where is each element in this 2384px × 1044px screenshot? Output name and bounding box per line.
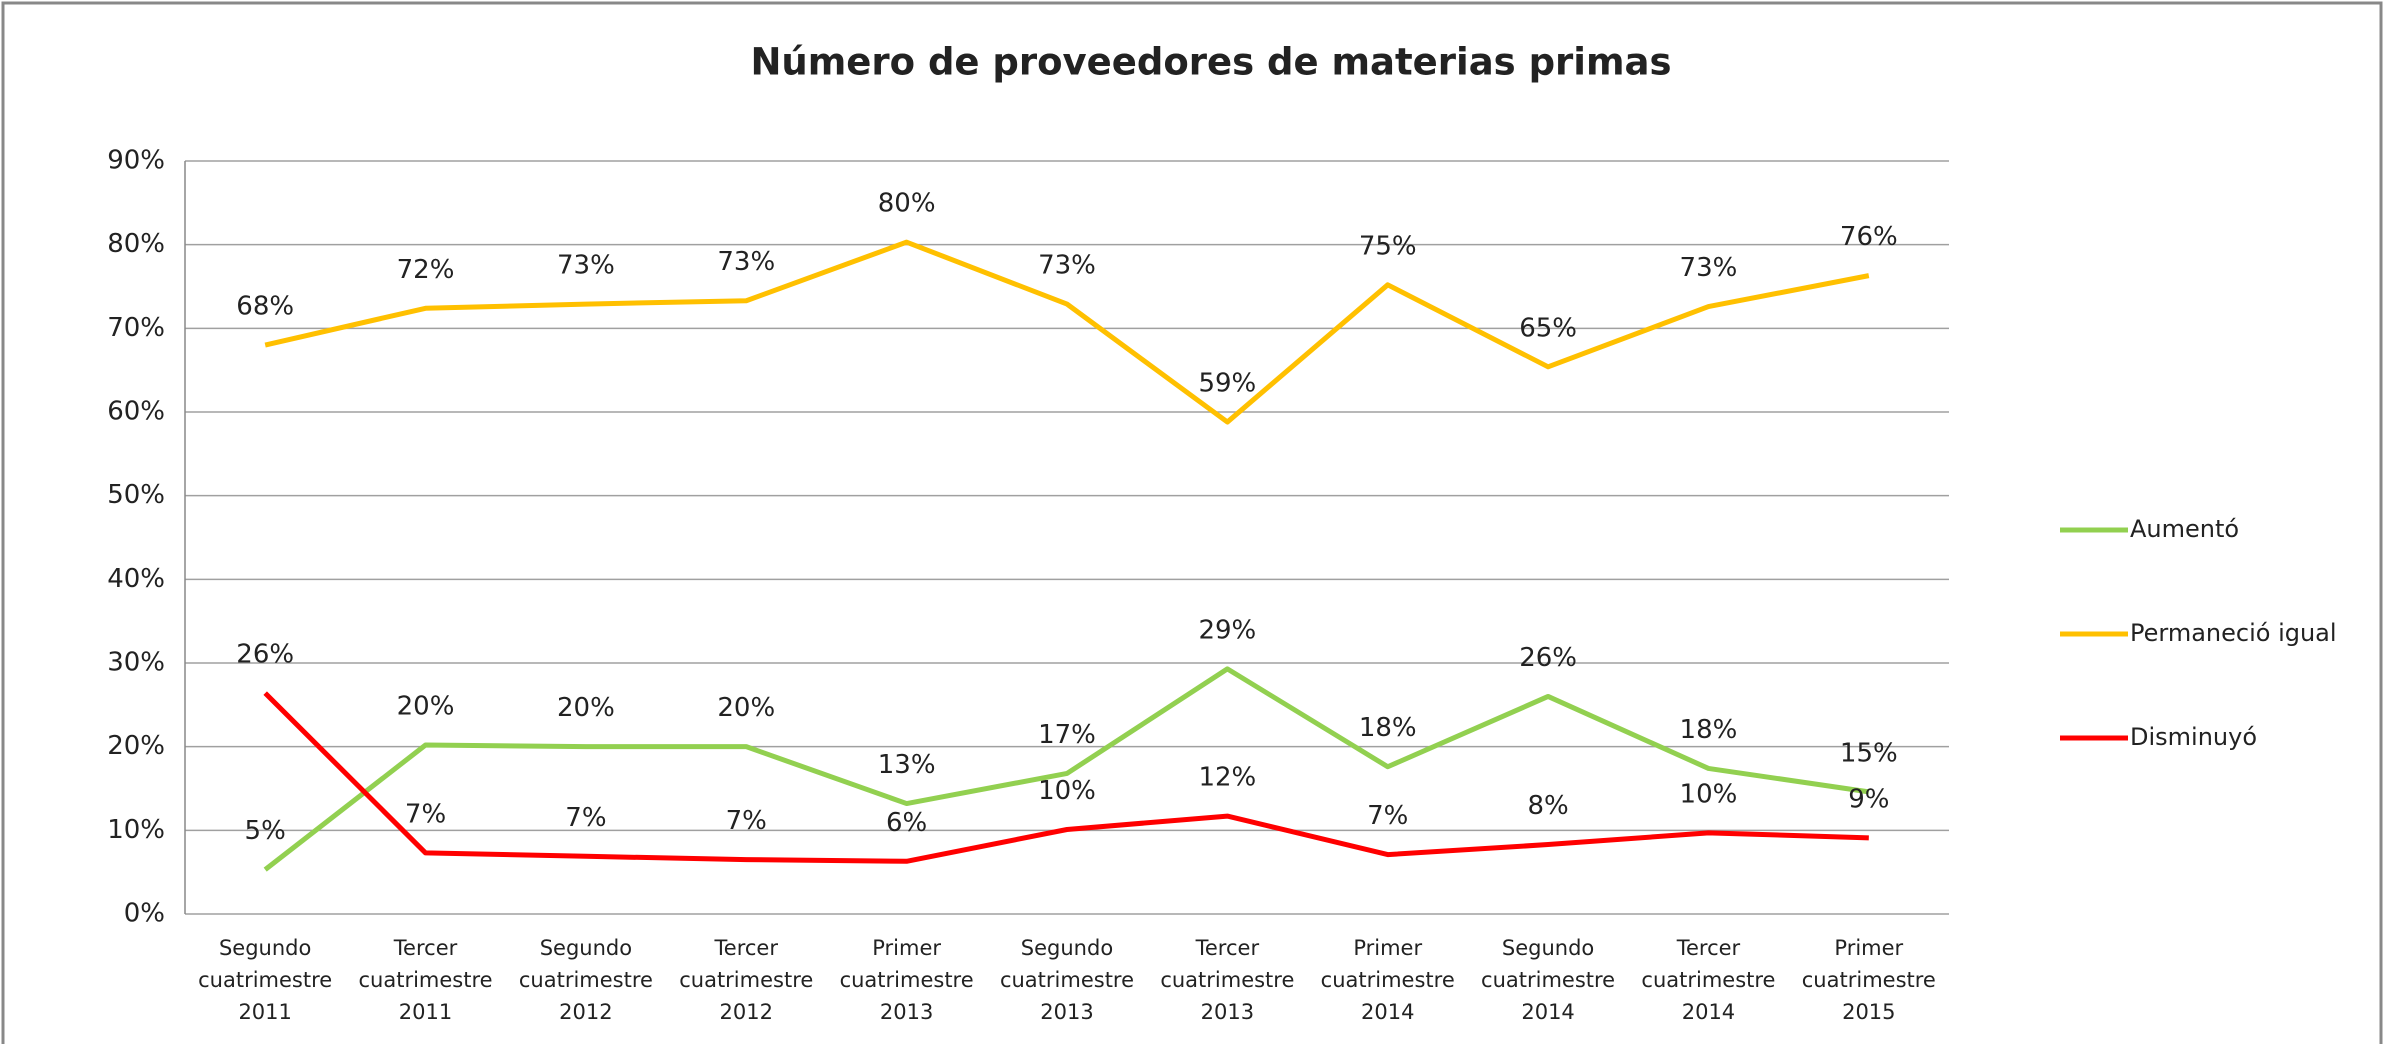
x-tick-label: Segundo cuatrimestre 2011 [198, 936, 333, 1024]
data-label: 10% [1680, 779, 1738, 809]
data-label: 13% [878, 750, 936, 780]
data-label: 9% [1848, 784, 1889, 814]
data-label: 7% [1367, 801, 1408, 831]
data-label: 15% [1840, 738, 1898, 768]
data-label: 20% [717, 693, 775, 723]
legend-label: Aumentó [2130, 515, 2239, 543]
y-tick-label: 10% [107, 815, 165, 845]
data-label: 68% [236, 292, 294, 322]
y-tick-label: 0% [124, 899, 165, 929]
x-tick-label: Tercer cuatrimestre 2011 [358, 936, 493, 1024]
legend-label: Permaneció igual [2130, 619, 2337, 647]
y-tick-label: 60% [107, 397, 165, 427]
data-label: 18% [1359, 713, 1417, 743]
data-label: 17% [1038, 720, 1096, 750]
y-tick-label: 90% [107, 146, 165, 176]
x-tick-label: Tercer cuatrimestre 2012 [679, 936, 814, 1024]
data-label: 26% [1519, 643, 1577, 673]
x-tick-label: Tercer cuatrimestre 2013 [1160, 936, 1295, 1024]
data-label: 26% [236, 640, 294, 670]
x-tick-label: Tercer cuatrimestre 2014 [1641, 936, 1776, 1024]
x-tick-label: Primer cuatrimestre 2014 [1320, 936, 1455, 1024]
data-label: 20% [397, 691, 455, 721]
data-label: 6% [886, 808, 927, 838]
data-label: 73% [717, 247, 775, 277]
series-line [263, 691, 1869, 864]
y-tick-label: 40% [107, 564, 165, 594]
y-tick-label: 20% [107, 731, 165, 761]
data-label: 20% [557, 693, 615, 723]
x-tick-label: Primer cuatrimestre 2015 [1801, 936, 1936, 1024]
data-label: 7% [726, 806, 767, 836]
data-label: 7% [405, 799, 446, 829]
y-tick-label: 80% [107, 229, 165, 259]
series-line [263, 666, 1870, 872]
x-tick-label: Segundo cuatrimestre 2012 [518, 936, 653, 1024]
data-label: 80% [878, 189, 936, 219]
data-label: 73% [1680, 253, 1738, 283]
data-label: 8% [1527, 791, 1568, 821]
y-tick-label: 70% [107, 313, 165, 343]
data-label: 29% [1198, 615, 1256, 645]
x-tick-label: Segundo cuatrimestre 2013 [999, 936, 1135, 1024]
data-label: 10% [1038, 776, 1096, 806]
data-label: 73% [1038, 251, 1096, 281]
data-label: 7% [565, 803, 606, 833]
x-tick-label: Segundo cuatrimestre 2014 [1481, 936, 1616, 1024]
y-tick-label: 50% [107, 480, 165, 510]
x-tick-label: Primer cuatrimestre 2013 [839, 936, 974, 1024]
data-label: 72% [397, 255, 455, 285]
data-label: 12% [1198, 763, 1256, 793]
data-label: 76% [1840, 222, 1898, 252]
y-tick-label: 30% [107, 648, 165, 678]
data-label: 5% [245, 816, 286, 846]
chart-title: Número de proveedores de materias primas [750, 41, 1671, 84]
data-label: 73% [557, 251, 615, 281]
data-label: 75% [1359, 231, 1417, 261]
data-label: 59% [1198, 369, 1256, 399]
data-label: 18% [1680, 715, 1738, 745]
data-label: 65% [1519, 313, 1577, 343]
series-line [264, 239, 1870, 425]
legend-label: Disminuyó [2130, 723, 2257, 751]
